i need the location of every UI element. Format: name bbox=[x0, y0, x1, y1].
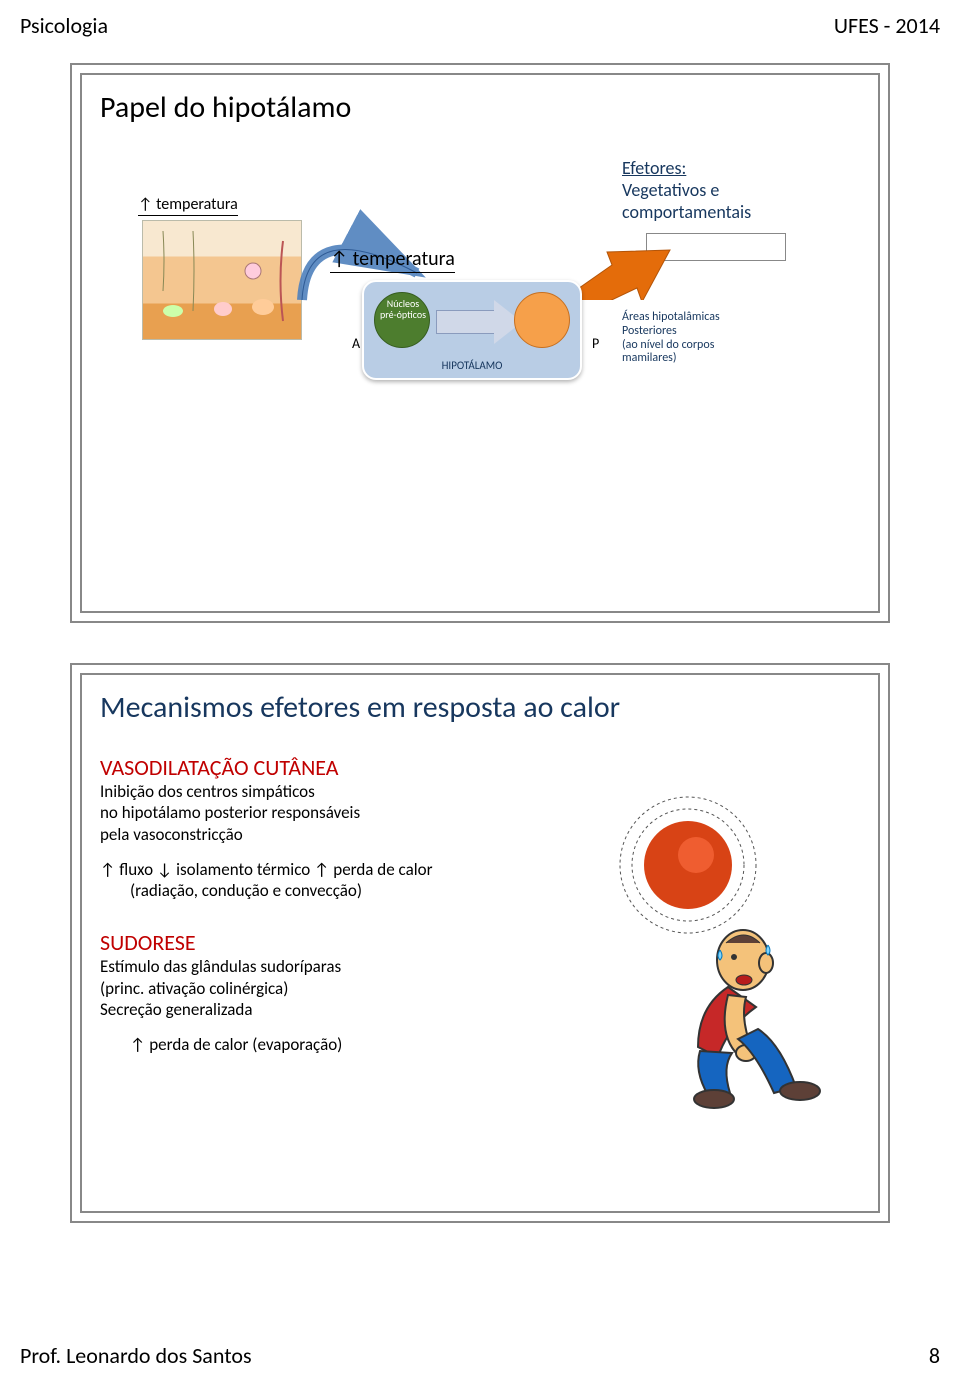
flux-line2: (radiação, condução e convecção) bbox=[130, 880, 530, 901]
posterior-areas-text: Áreas hipotalâmicas Posteriores (ao níve… bbox=[622, 311, 720, 366]
vaso-l1: Inibição dos centros simpáticos bbox=[100, 781, 530, 802]
hot-sun-cartoon-icon bbox=[578, 795, 838, 1115]
sud-l3: Secreção generalizada bbox=[100, 999, 530, 1020]
header-left: Psicologia bbox=[20, 12, 108, 39]
temp-label-left-text: ↑ temperatura bbox=[138, 195, 238, 216]
vaso-l3: pela vasoconstricção bbox=[100, 824, 530, 845]
effectors-title: Efetores: bbox=[622, 157, 751, 179]
temp-label-mid: ↑ temperatura bbox=[330, 247, 455, 273]
sud-l2: (princ. ativação colinérgica) bbox=[100, 978, 530, 999]
temp-label-left: ↑ temperatura bbox=[138, 195, 238, 216]
areas-l3: (ao nível do corpos bbox=[622, 339, 720, 353]
temp-label-mid-text: ↑ temperatura bbox=[330, 247, 455, 273]
preoptic-nucleus-icon: Núcleos pré-ópticos bbox=[374, 292, 430, 348]
slide-1: Papel do hipotálamo ↑ temperatura bbox=[70, 63, 890, 623]
slide2-title: Mecanismos efetores em resposta ao calor bbox=[100, 689, 860, 726]
footer-left: Prof. Leonardo dos Santos bbox=[20, 1342, 252, 1369]
skin-layers bbox=[142, 220, 302, 340]
flux-block: ↑ fluxo ↓ isolamento térmico ↑ perda de … bbox=[100, 859, 530, 902]
slide-2: Mecanismos efetores em resposta ao calor… bbox=[70, 663, 890, 1223]
vaso-l2: no hipotálamo posterior responsáveis bbox=[100, 802, 530, 823]
effectors-line2: Vegetativos e bbox=[622, 179, 751, 201]
page-header: Psicologia UFES - 2014 bbox=[0, 0, 960, 43]
vaso-title: VASODILATAÇÃO CUTÂNEA bbox=[100, 754, 530, 781]
vasodilation-block: VASODILATAÇÃO CUTÂNEA Inibição dos centr… bbox=[100, 754, 530, 845]
hyp-inner-arrow-body bbox=[436, 310, 496, 334]
posterior-area-icon bbox=[514, 292, 570, 348]
hypothalamus-label: HIPOTÁLAMO bbox=[442, 359, 503, 372]
sudorese-block: SUDORESE Estímulo das glândulas sudorípa… bbox=[100, 929, 530, 1020]
areas-l4: mamilares) bbox=[622, 352, 720, 366]
slide1-title: Papel do hipotálamo bbox=[100, 89, 860, 126]
slide-2-inner: Mecanismos efetores em resposta ao calor… bbox=[80, 673, 880, 1213]
label-posterior: P bbox=[592, 335, 599, 352]
slide-1-inner: Papel do hipotálamo ↑ temperatura bbox=[80, 73, 880, 613]
areas-l1: Áreas hipotalâmicas bbox=[622, 311, 720, 325]
flux-line: ↑ fluxo ↓ isolamento térmico ↑ perda de … bbox=[100, 859, 530, 880]
hypothalamus-box: Núcleos pré-ópticos HIPOTÁLAMO bbox=[362, 280, 582, 380]
nucleos-l2: pré-ópticos bbox=[380, 308, 426, 321]
sud-l1: Estímulo das glândulas sudoríparas bbox=[100, 956, 530, 977]
header-right: UFES - 2014 bbox=[834, 12, 940, 39]
page-footer: Prof. Leonardo dos Santos 8 bbox=[20, 1342, 940, 1369]
skin-cross-section-diagram bbox=[142, 220, 302, 340]
skin-svg bbox=[143, 221, 303, 341]
sud-title: SUDORESE bbox=[100, 929, 530, 956]
footer-right: 8 bbox=[929, 1342, 940, 1369]
effectors-line3: comportamentais bbox=[622, 201, 751, 223]
label-anterior: A bbox=[352, 335, 360, 352]
areas-l2: Posteriores bbox=[622, 325, 720, 339]
effectors-text: Efetores: Vegetativos e comportamentais bbox=[622, 157, 751, 223]
